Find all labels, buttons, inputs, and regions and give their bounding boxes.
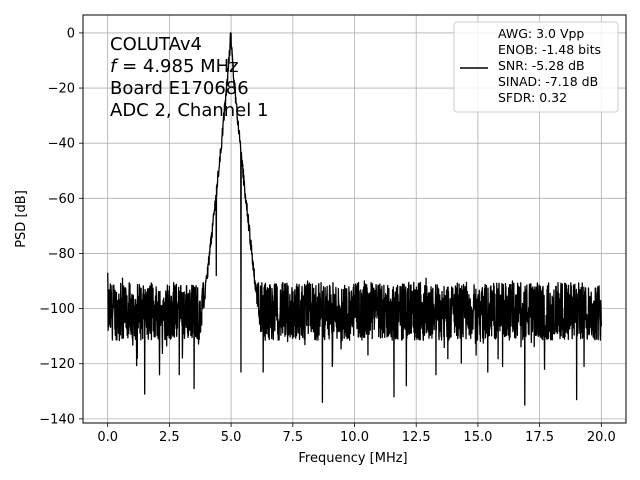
annotation-line-board: Board E170686	[110, 78, 249, 99]
y-tick-label: −100	[39, 302, 75, 317]
annotation-line-frequency: f = 4.985 MHz	[110, 56, 239, 77]
legend: AWG: 3.0 Vpp ENOB: -1.48 bits SNR: -5.28…	[453, 21, 619, 113]
legend-frame	[453, 21, 619, 113]
y-tick-label: −60	[48, 192, 75, 207]
x-tick-label: 17.5	[525, 430, 554, 445]
psd-series-line	[107, 32, 602, 406]
x-tick-label: 5.0	[221, 430, 242, 445]
x-tick-label: 7.5	[282, 430, 303, 445]
y-axis: 0 −20 −40 −60 −80 −100 −120 −140	[39, 26, 83, 427]
y-tick-label: −140	[39, 412, 75, 427]
y-axis-label: PSD [dB]	[14, 190, 29, 248]
x-tick-label: 2.5	[159, 430, 180, 445]
annotation-line-chip: COLUTAv4	[110, 34, 202, 55]
x-tick-label: 0.0	[97, 430, 118, 445]
y-tick-label: −40	[48, 137, 75, 152]
y-tick-label: −120	[39, 357, 75, 372]
x-axis-label: Frequency [MHz]	[298, 451, 407, 466]
y-tick-label: −80	[48, 247, 75, 262]
y-tick-label: 0	[67, 26, 75, 41]
legend-line-enob: ENOB: -1.48 bits	[498, 42, 601, 57]
legend-line-sfdr: SFDR: 0.32	[498, 90, 567, 105]
x-tick-label: 15.0	[463, 430, 492, 445]
annotation-line-channel: ADC 2, Channel 1	[110, 100, 268, 121]
annotation-box: COLUTAv4 f = 4.985 MHz Board E170686 ADC…	[110, 34, 268, 121]
y-tick-label: −20	[48, 82, 75, 97]
legend-line-sinad: SINAD: -7.18 dB	[498, 74, 598, 89]
x-tick-label: 12.5	[402, 430, 431, 445]
x-tick-label: 20.0	[587, 430, 616, 445]
x-axis: 0.0 2.5 5.0 7.5 10.0 12.5 15.0 17.5 20.0	[97, 423, 616, 445]
x-tick-label: 10.0	[340, 430, 369, 445]
legend-line-awg: AWG: 3.0 Vpp	[498, 26, 584, 41]
legend-line-snr: SNR: -5.28 dB	[498, 58, 585, 73]
